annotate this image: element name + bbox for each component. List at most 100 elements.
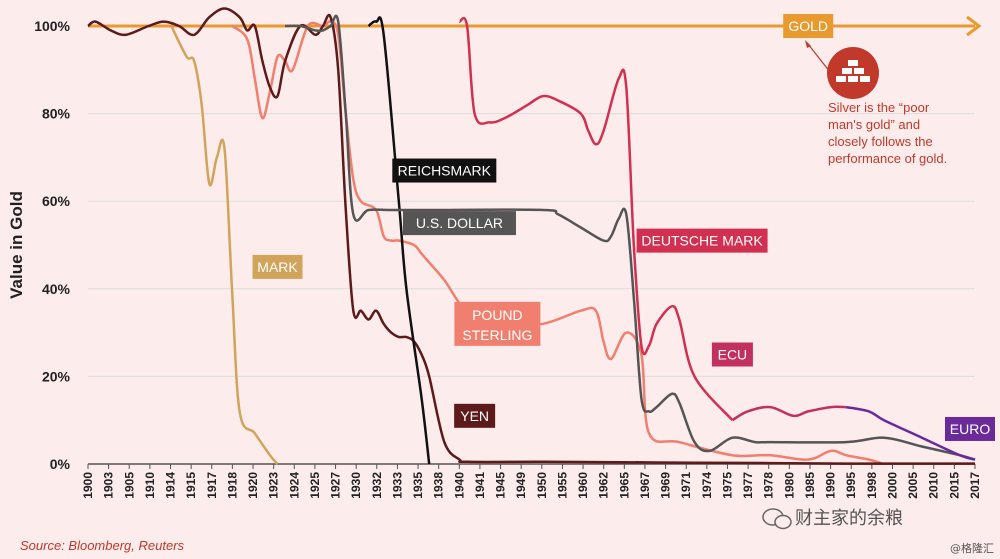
- label-reichsmark: REICHSMARK: [392, 158, 497, 183]
- x-tick-label: 1920: [246, 472, 260, 499]
- x-ticks: 1900 1903 1905 1910 1914 1915 1917 1918 1920 1923…: [81, 464, 982, 499]
- x-tick-label: 1960: [576, 472, 590, 499]
- x-tick-label: 1962: [597, 472, 611, 499]
- label-text: U.S. DOLLAR: [416, 215, 503, 231]
- x-tick-label: 1949: [514, 472, 528, 499]
- x-tick-label: 2017: [968, 472, 982, 499]
- label-text: YEN: [460, 408, 489, 424]
- x-tick-label: 1930: [349, 472, 363, 499]
- x-tick-label: 1974: [700, 472, 714, 499]
- series-lines: [87, 7, 982, 466]
- label-euro: EURO: [945, 416, 995, 441]
- label-box: [636, 228, 768, 253]
- series-line-reichsmark: [367, 16, 431, 465]
- x-tick-label: 2015: [947, 472, 961, 499]
- y-tick-label: 20%: [42, 368, 71, 384]
- x-tick-label: 1990: [824, 472, 838, 499]
- x-tick-label: 1938: [432, 472, 446, 499]
- y-axis-label: Value in Gold: [7, 191, 26, 299]
- y-tick-label: 0%: [50, 456, 71, 472]
- x-tick-label: 1971: [679, 472, 693, 499]
- x-tick-label: 1945: [494, 472, 508, 499]
- x-tick-label: 1977: [741, 472, 755, 499]
- label-box: [252, 254, 303, 279]
- y-tick-label: 80%: [42, 106, 71, 122]
- y-tick-label: 60%: [42, 193, 71, 209]
- series-line-yen: [87, 7, 975, 465]
- label-mark: MARK: [252, 254, 303, 279]
- label-text: STERLING: [462, 327, 532, 343]
- x-tick-label: 1914: [164, 472, 178, 499]
- label-deutsche-mark: DEUTSCHE MARK: [636, 228, 768, 253]
- label-box: [392, 158, 497, 183]
- label-yen: YEN: [454, 403, 496, 428]
- note-arrow-head: [805, 40, 811, 48]
- note-line: performance of gold.: [828, 151, 947, 166]
- series-labels: GOLD MARK REICHSMARK U.S. DOLLAR DEUTSCHE MA…: [252, 14, 995, 441]
- x-tick-label: 1995: [844, 472, 858, 499]
- x-tick-label: 1915: [184, 472, 198, 499]
- x-tick-label: 1923: [267, 472, 281, 499]
- gold-arrow: [966, 15, 982, 37]
- label-text: GOLD: [788, 18, 828, 34]
- x-tick-label: 1985: [803, 472, 817, 499]
- series-line-pound-sterling: [231, 20, 885, 466]
- y-tick-label: 40%: [42, 281, 71, 297]
- x-tick-label: 1969: [659, 472, 673, 499]
- label-box: [783, 14, 834, 38]
- series-line-euro: [845, 405, 976, 461]
- x-tick-label: 1900: [81, 472, 95, 499]
- x-tick-label: 1940: [452, 472, 466, 499]
- label-box: [402, 211, 516, 236]
- label-box: [454, 301, 541, 346]
- x-tick-label: 1918: [225, 472, 239, 499]
- label-u-s-dollar: U.S. DOLLAR: [402, 211, 516, 236]
- wechat-icon: [762, 508, 792, 530]
- note-line: man's gold” and: [828, 117, 920, 132]
- label-ecu: ECU: [711, 342, 753, 367]
- label-text: EURO: [950, 421, 991, 437]
- label-text: REICHSMARK: [398, 163, 492, 179]
- x-tick-label: 1980: [782, 472, 796, 499]
- series-line-ecu: [731, 405, 847, 422]
- x-tick-label: 1917: [205, 472, 219, 499]
- x-tick-label: 2005: [906, 472, 920, 499]
- note-line: Silver is the “poor: [828, 100, 930, 115]
- x-tick-label: 1932: [370, 472, 384, 499]
- note-arrow: [807, 43, 831, 73]
- label-text: ECU: [718, 347, 748, 363]
- x-tick-label: 1941: [473, 472, 487, 499]
- x-tick-label: 1978: [762, 472, 776, 499]
- watermark-corner: @格隆汇: [950, 541, 994, 555]
- x-tick-label: 1933: [390, 472, 404, 499]
- label-pound: POUND STERLING: [454, 301, 541, 346]
- x-tick-label: 1955: [555, 472, 569, 499]
- label-text: MARK: [257, 259, 298, 275]
- x-tick-label: 1950: [535, 472, 549, 499]
- silver-note: Silver is the “poor man's gold” and clos…: [828, 100, 947, 166]
- label-text: POUND: [472, 307, 523, 323]
- series-line-mark: [170, 25, 279, 465]
- x-tick-label: 1903: [102, 472, 116, 499]
- x-tick-label: 1905: [122, 472, 136, 499]
- x-tick-label: 1965: [617, 472, 631, 499]
- x-tick-label: 1924: [287, 472, 301, 499]
- label-gold: GOLD: [783, 14, 834, 38]
- x-tick-label: 1935: [411, 472, 425, 499]
- watermark-text: 财主家的余粮: [795, 508, 903, 529]
- x-tick-label: 1967: [638, 472, 652, 499]
- label-box: [945, 416, 995, 441]
- label-text: DEUTSCHE MARK: [641, 233, 763, 249]
- source-text: Source: Bloomberg, Reuters: [20, 538, 185, 553]
- x-tick-label: 1910: [143, 472, 157, 499]
- x-tick-label: 1975: [720, 472, 734, 499]
- series-line-u-s-dollar: [285, 14, 976, 461]
- x-tick-label: 1927: [329, 472, 343, 499]
- series-line-deutsche-mark: [458, 16, 734, 422]
- y-tick-label: 100%: [34, 18, 70, 34]
- y-ticks: 0% 20% 40% 60% 80% 100%: [34, 18, 70, 472]
- x-tick-label: 2010: [927, 472, 941, 499]
- label-box: [454, 403, 496, 428]
- note-line: closely follows the: [828, 134, 933, 149]
